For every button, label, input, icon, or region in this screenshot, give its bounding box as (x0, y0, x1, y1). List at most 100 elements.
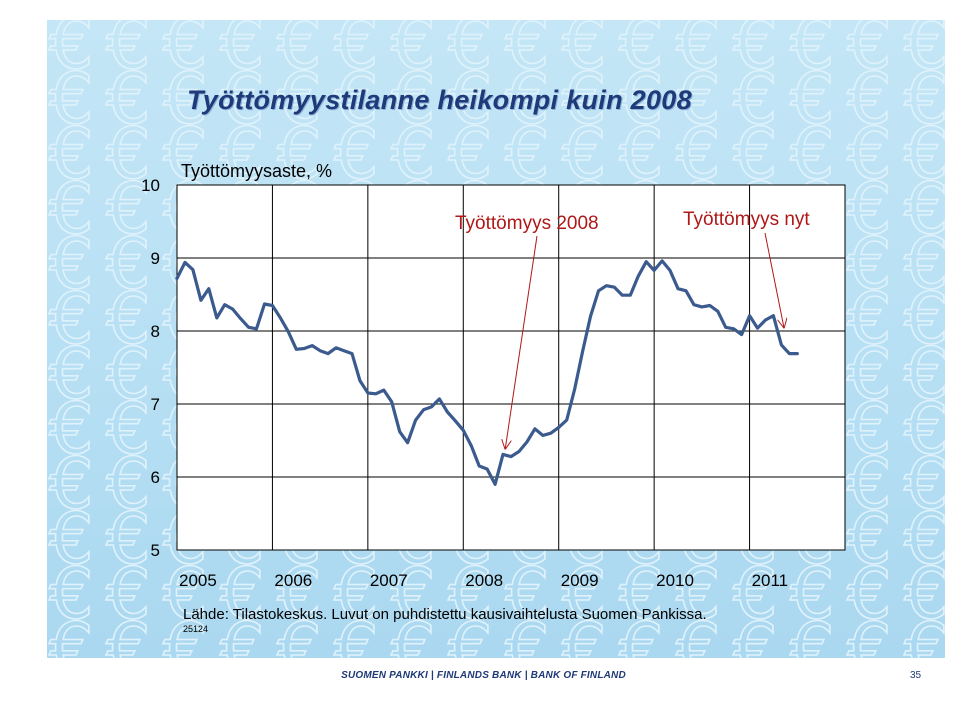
euro-symbol: € (448, 608, 493, 658)
euro-symbol: € (277, 20, 322, 85)
euro-symbol: € (448, 20, 493, 85)
euro-symbol: € (847, 498, 892, 580)
euro-symbol: € (106, 20, 151, 85)
y-tick-label: 7 (151, 395, 160, 414)
euro-symbol: € (790, 20, 835, 85)
euro-symbol: € (334, 113, 379, 195)
source-note: Lähde: Tilastokeskus. Luvut on puhdistet… (183, 606, 707, 623)
euro-symbol: € (106, 608, 151, 658)
euro-symbol: € (619, 113, 664, 195)
euro-symbol: € (904, 278, 945, 360)
euro-symbol: € (334, 608, 379, 658)
euro-symbol: € (847, 333, 892, 415)
x-tick-label: 2009 (561, 571, 599, 590)
euro-symbol: € (904, 608, 945, 658)
euro-symbol: € (904, 20, 945, 85)
euro-symbol: € (847, 278, 892, 360)
euro-symbol: € (163, 113, 208, 195)
x-tick-label: 2011 (752, 571, 789, 590)
euro-symbol: € (790, 113, 835, 195)
y-axis-ticks: 5 6 7 8 9 10 (141, 176, 160, 560)
euro-symbol: € (562, 20, 607, 85)
euro-symbol: € (220, 20, 265, 85)
euro-symbol: € (163, 553, 208, 635)
euro-symbol: € (106, 498, 151, 580)
y-tick-label: 9 (151, 249, 160, 268)
euro-symbol: € (562, 58, 607, 140)
euro-symbol: € (220, 58, 265, 140)
euro-symbol: € (220, 608, 265, 658)
euro-symbol: € (904, 443, 945, 525)
annotations: Työttömyys 2008 Työttömyys nyt (455, 209, 810, 449)
euro-symbol: € (505, 58, 550, 140)
euro-symbol: € (106, 333, 151, 415)
euro-symbol: € (163, 608, 208, 658)
euro-symbol: € (562, 553, 607, 635)
euro-symbol: € (904, 388, 945, 470)
annotation-arrow (764, 232, 784, 327)
x-axis-ticks: 2005 2006 2007 2008 2009 2010 2011 (179, 571, 788, 590)
euro-symbol: € (49, 223, 94, 305)
euro-symbol: € (277, 608, 322, 658)
euro-symbol: € (391, 608, 436, 658)
euro-symbol: € (790, 553, 835, 635)
euro-symbol: € (277, 113, 322, 195)
euro-symbol: € (904, 498, 945, 580)
euro-symbol: € (904, 553, 945, 635)
euro-symbol: € (391, 58, 436, 140)
euro-symbol: € (334, 20, 379, 85)
euro-symbol: € (277, 58, 322, 140)
annotation-label: Työttömyys 2008 (455, 213, 599, 234)
y-tick-label: 6 (151, 468, 160, 487)
euro-symbol: € (562, 113, 607, 195)
euro-symbol: € (277, 553, 322, 635)
euro-symbol: € (676, 20, 721, 85)
euro-symbol: € (391, 553, 436, 635)
euro-symbol: € (904, 333, 945, 415)
euro-symbol: € (49, 553, 94, 635)
annotation-label: Työttömyys nyt (683, 209, 810, 230)
euro-symbol: € (619, 608, 664, 658)
euro-symbol: € (904, 168, 945, 250)
euro-symbol: € (448, 113, 493, 195)
euro-symbol: € (220, 113, 265, 195)
euro-symbol: € (505, 608, 550, 658)
y-axis-label: Työttömyysaste, % (181, 161, 332, 181)
euro-symbol: € (847, 20, 892, 85)
euro-symbol: € (847, 113, 892, 195)
euro-symbol: € (106, 223, 151, 305)
euro-symbol: € (220, 553, 265, 635)
euro-symbol: € (847, 553, 892, 635)
euro-symbol: € (676, 113, 721, 195)
euro-symbol: € (904, 113, 945, 195)
x-tick-label: 2005 (179, 571, 217, 590)
euro-symbol: € (163, 58, 208, 140)
euro-symbol: € (733, 608, 778, 658)
euro-symbol: € (619, 58, 664, 140)
euro-symbol: € (847, 388, 892, 470)
slide-title: Työttömyystilanne heikompi kuin 2008 (187, 85, 692, 115)
euro-symbol: € (106, 553, 151, 635)
annotation-arrow (505, 235, 538, 449)
euro-symbol: € (790, 58, 835, 140)
x-tick-label: 2007 (370, 571, 408, 590)
euro-symbol: € (847, 58, 892, 140)
x-tick-label: 2008 (465, 571, 503, 590)
y-tick-label: 5 (151, 541, 160, 560)
euro-symbol: € (49, 168, 94, 250)
euro-symbol: € (448, 553, 493, 635)
x-tick-label: 2010 (656, 571, 694, 590)
euro-symbol: € (106, 388, 151, 470)
euro-symbol: € (733, 58, 778, 140)
page-number: 35 (910, 670, 922, 681)
y-tick-label: 8 (151, 322, 160, 341)
euro-symbol: € (49, 498, 94, 580)
euro-symbol: € (49, 20, 94, 85)
euro-symbol: € (733, 20, 778, 85)
euro-symbol: € (49, 58, 94, 140)
euro-symbol: € (847, 608, 892, 658)
euro-symbol: € (334, 58, 379, 140)
euro-symbol: € (562, 608, 607, 658)
euro-symbol: € (676, 608, 721, 658)
euro-symbol: € (847, 168, 892, 250)
